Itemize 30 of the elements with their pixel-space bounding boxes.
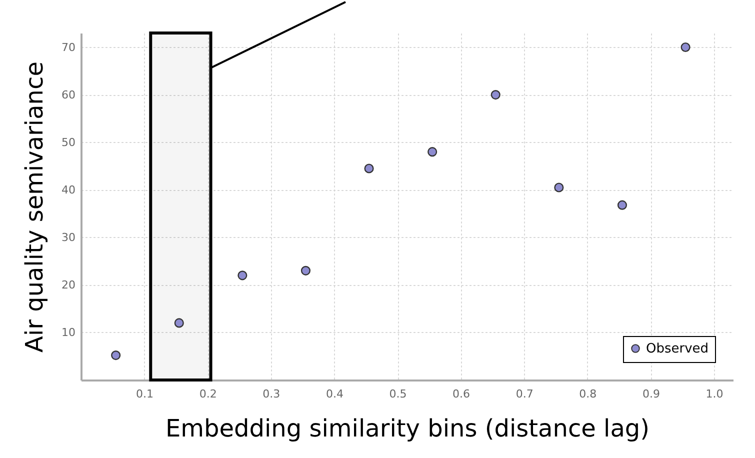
point [300, 266, 310, 276]
x-tick-label: 0.7 [516, 388, 534, 400]
x-tick-label: 0.8 [579, 388, 597, 400]
y-axis-title: Air quality semivariance [20, 62, 49, 352]
y-tick-label: 70 [62, 40, 76, 54]
point [490, 90, 500, 100]
y-tick-label: 50 [62, 136, 76, 149]
x-tick-label: 0.4 [326, 388, 344, 400]
x-tick-label: 0.9 [642, 388, 660, 400]
x-tick-label: 1.0 [706, 388, 724, 400]
y-tick-label: 20 [62, 278, 76, 292]
point [364, 164, 374, 174]
point [428, 147, 438, 157]
x-tick-label: 0.6 [452, 388, 470, 400]
x-tick-label: 0.1 [136, 388, 154, 400]
point [174, 318, 184, 328]
y-tick-label: 10 [62, 326, 76, 339]
legend-label: Observed [646, 342, 709, 356]
x-tick-label: 0.5 [389, 388, 407, 400]
y-tick-label: 30 [62, 230, 76, 244]
x-tick-label: 0.2 [199, 388, 217, 400]
point [238, 270, 248, 280]
point [680, 42, 690, 52]
point [554, 182, 564, 192]
point [617, 200, 628, 210]
point [111, 350, 121, 360]
x-tick-label: 0.3 [262, 388, 280, 400]
y-tick-label: 40 [62, 183, 76, 196]
x-axis-title: Embedding similarity bins (distance lag) [165, 414, 650, 442]
y-tick-label: 60 [62, 88, 76, 102]
